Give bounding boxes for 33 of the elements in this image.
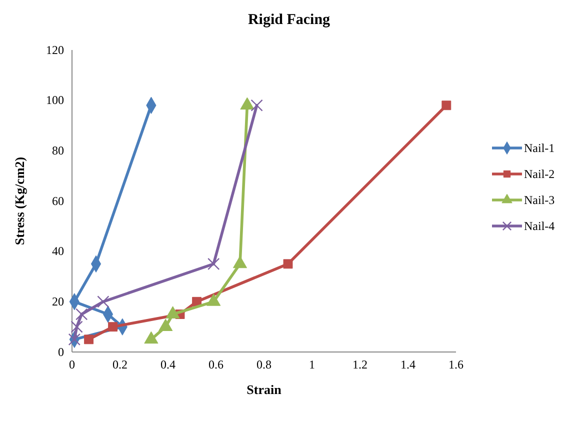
legend-label: Nail-3 <box>524 193 555 207</box>
x-tick-label: 1.2 <box>352 358 368 372</box>
x-axis-title: Strain <box>246 382 282 397</box>
point <box>84 334 94 344</box>
point <box>70 320 83 333</box>
y-tick-label: 40 <box>52 244 64 258</box>
y-tick-label: 80 <box>52 144 64 158</box>
x-tick-label: 0.4 <box>160 358 176 372</box>
point <box>283 259 293 269</box>
point <box>442 100 452 110</box>
y-tick-label: 120 <box>46 42 64 57</box>
x-tick-label: 1.6 <box>448 358 464 372</box>
x-tick-label: 0.8 <box>256 358 272 372</box>
point <box>250 99 263 112</box>
chart-title: Rigid Facing <box>248 12 331 28</box>
legend-label: Nail-4 <box>524 219 555 233</box>
x-tick-label: 0 <box>69 358 75 372</box>
point <box>97 296 110 308</box>
x-tick-label: 1 <box>309 358 315 372</box>
x-tick-label: 0.6 <box>208 358 224 372</box>
legend-label: Nail-1 <box>524 141 555 155</box>
x-tick-label: 0.2 <box>112 358 128 372</box>
point <box>108 322 118 332</box>
y-tick-label: 0 <box>58 344 64 359</box>
y-tick-label: 100 <box>46 93 64 108</box>
y-tick-label: 20 <box>52 294 64 309</box>
legend-label: Nail-2 <box>524 167 555 181</box>
point <box>68 333 80 346</box>
x-tick-label: 1.4 <box>400 358 416 372</box>
point <box>76 308 88 320</box>
y-axis-title: Stress (Kg/cm2) <box>12 156 27 246</box>
y-tick-label: 60 <box>52 194 64 208</box>
point <box>208 258 220 270</box>
